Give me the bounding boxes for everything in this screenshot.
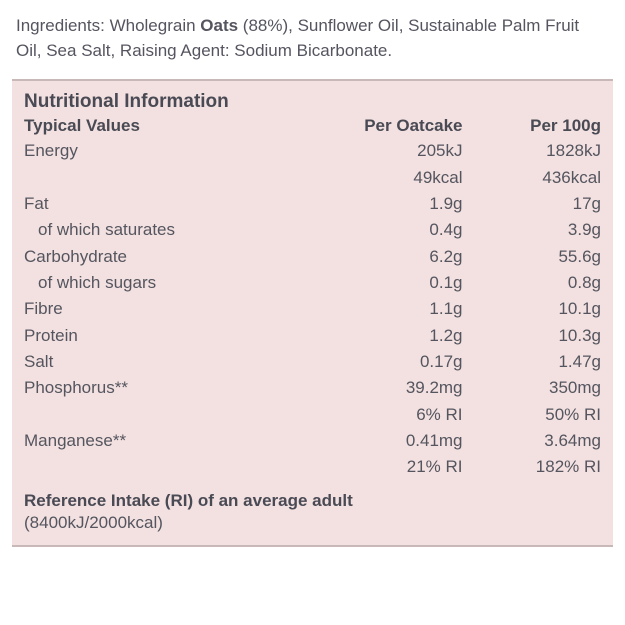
row-value-a: 0.41mg <box>324 428 462 454</box>
table-row: of which saturates0.4g3.9g <box>24 217 601 243</box>
table-row: Energy205kJ1828kJ <box>24 138 601 164</box>
table-row: of which sugars0.1g0.8g <box>24 270 601 296</box>
ingredients-label: Ingredients: <box>16 16 105 35</box>
row-value-a: 0.4g <box>324 217 462 243</box>
nutrition-table: Typical Values Per Oatcake Per 100g Ener… <box>24 116 601 480</box>
header-typical: Typical Values <box>24 116 324 138</box>
row-value-b: 182% RI <box>463 454 601 480</box>
row-value-b: 1828kJ <box>463 138 601 164</box>
row-value-a: 39.2mg <box>324 375 462 401</box>
row-label: of which saturates <box>24 217 324 243</box>
row-value-b: 436kcal <box>463 165 601 191</box>
row-label: Energy <box>24 138 324 164</box>
table-row: Phosphorus**39.2mg350mg <box>24 375 601 401</box>
row-value-b: 350mg <box>463 375 601 401</box>
row-label: Carbohydrate <box>24 244 324 270</box>
row-label: Fat <box>24 191 324 217</box>
row-label <box>24 165 324 191</box>
reference-intake-line: Reference Intake (RI) of an average adul… <box>24 491 601 511</box>
reference-intake-sub: (8400kJ/2000kcal) <box>24 513 601 533</box>
row-value-b: 50% RI <box>463 402 601 428</box>
row-value-b: 1.47g <box>463 349 601 375</box>
row-label: Fibre <box>24 296 324 322</box>
nutrition-title: Nutritional Information <box>24 91 601 113</box>
row-value-a: 21% RI <box>324 454 462 480</box>
row-value-a: 49kcal <box>324 165 462 191</box>
row-value-a: 1.1g <box>324 296 462 322</box>
row-label: of which sugars <box>24 270 324 296</box>
row-value-b: 10.3g <box>463 323 601 349</box>
row-label <box>24 454 324 480</box>
row-value-a: 1.2g <box>324 323 462 349</box>
row-label: Manganese** <box>24 428 324 454</box>
row-value-a: 205kJ <box>324 138 462 164</box>
table-row: Salt0.17g1.47g <box>24 349 601 375</box>
row-value-a: 0.1g <box>324 270 462 296</box>
table-row: Fat1.9g17g <box>24 191 601 217</box>
table-row: 6% RI50% RI <box>24 402 601 428</box>
row-value-a: 0.17g <box>324 349 462 375</box>
row-value-b: 3.9g <box>463 217 601 243</box>
row-value-b: 17g <box>463 191 601 217</box>
table-header-row: Typical Values Per Oatcake Per 100g <box>24 116 601 138</box>
table-row: Protein1.2g10.3g <box>24 323 601 349</box>
row-value-a: 1.9g <box>324 191 462 217</box>
row-label: Protein <box>24 323 324 349</box>
nutrition-panel: Nutritional Information Typical Values P… <box>12 79 613 546</box>
row-value-a: 6% RI <box>324 402 462 428</box>
table-row: Carbohydrate6.2g55.6g <box>24 244 601 270</box>
ingredients-bold: Oats <box>200 16 238 35</box>
row-value-b: 55.6g <box>463 244 601 270</box>
row-value-b: 0.8g <box>463 270 601 296</box>
table-row: 21% RI182% RI <box>24 454 601 480</box>
ingredients-text: Ingredients: Wholegrain Oats (88%), Sunf… <box>12 14 613 63</box>
table-row: Fibre1.1g10.1g <box>24 296 601 322</box>
row-label: Phosphorus** <box>24 375 324 401</box>
table-row: Manganese**0.41mg3.64mg <box>24 428 601 454</box>
header-col-a: Per Oatcake <box>324 116 462 138</box>
row-label <box>24 402 324 428</box>
row-label: Salt <box>24 349 324 375</box>
row-value-a: 6.2g <box>324 244 462 270</box>
ingredients-pre: Wholegrain <box>105 16 200 35</box>
header-col-b: Per 100g <box>463 116 601 138</box>
table-row: 49kcal436kcal <box>24 165 601 191</box>
row-value-b: 10.1g <box>463 296 601 322</box>
row-value-b: 3.64mg <box>463 428 601 454</box>
